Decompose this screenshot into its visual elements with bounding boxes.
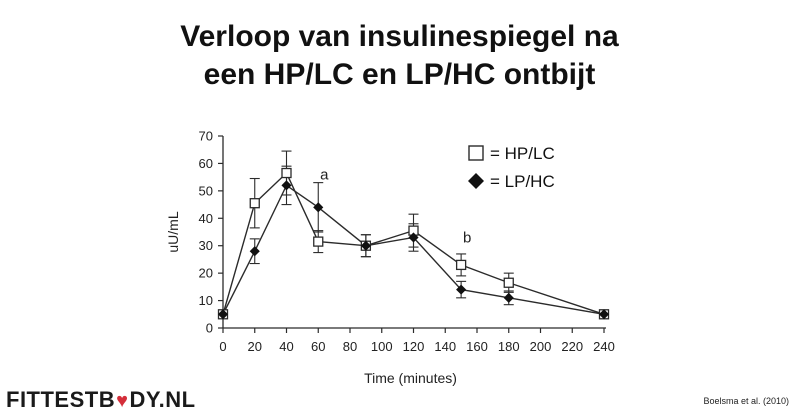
data-point-lphc <box>360 240 371 251</box>
data-point-lphc <box>456 284 467 295</box>
logo-text-2: DY <box>129 387 159 412</box>
x-tick-label: 40 <box>279 339 293 354</box>
x-tick-label: 220 <box>561 339 583 354</box>
y-tick-label: 30 <box>199 238 213 253</box>
x-tick-label: 200 <box>530 339 552 354</box>
y-tick-label: 50 <box>199 183 213 198</box>
x-tick-label: 60 <box>311 339 325 354</box>
data-point-lphc <box>598 309 610 320</box>
data-point-hplc <box>455 259 467 271</box>
x-tick-label: 100 <box>371 339 393 354</box>
data-point-hplc <box>281 167 292 179</box>
data-point-lphc <box>249 246 260 257</box>
y-tick-label: 40 <box>199 211 213 226</box>
x-tick-label: 80 <box>343 339 357 354</box>
x-tick-label: 140 <box>434 339 456 354</box>
data-point-hplc <box>503 277 514 288</box>
title-line-2: een HP/LC en LP/HC ontbijt <box>203 58 596 91</box>
page-title: Verloop van insulinespiegel na een HP/LC… <box>0 18 799 94</box>
y-tick-label: 70 <box>199 129 213 144</box>
data-point-lphc <box>503 292 514 303</box>
x-tick-label: 120 <box>403 339 425 354</box>
x-tick-label: 240 <box>593 339 615 354</box>
x-tick-label: 160 <box>466 339 488 354</box>
legend-marker-lphc <box>468 173 484 189</box>
y-axis-label: uU/mL <box>165 211 181 252</box>
data-point-lphc <box>408 232 419 243</box>
annotation-label: b <box>463 229 471 246</box>
title-line-1: Verloop van insulinespiegel na <box>180 20 619 53</box>
heart-icon: ♥ <box>116 390 129 412</box>
legend-marker-hplc <box>468 145 484 161</box>
x-tick-label: 20 <box>248 339 262 354</box>
y-tick-label: 20 <box>199 266 213 281</box>
x-tick-label: 0 <box>219 339 226 354</box>
data-point-hplc <box>249 198 260 209</box>
y-tick-label: 0 <box>206 321 213 336</box>
legend-label-hplc: = HP/LC <box>490 144 555 163</box>
data-point-lphc <box>281 180 292 191</box>
y-tick-label: 60 <box>199 156 213 171</box>
data-point-lphc <box>313 202 324 213</box>
x-axis-label: Time (minutes) <box>364 370 457 386</box>
y-tick-label: 10 <box>199 293 213 308</box>
source-credit: Boelsma et al. (2010) <box>703 396 789 406</box>
x-tick-label: 180 <box>498 339 520 354</box>
data-point-lphc <box>217 309 229 320</box>
logo-text-3: .NL <box>158 387 196 412</box>
logo-text-1: FITTESTB <box>6 387 116 412</box>
data-point-hplc <box>313 236 324 247</box>
annotation-label: a <box>320 166 329 183</box>
legend-label-lphc: = LP/HC <box>490 172 555 191</box>
brand-logo: FITTESTB♥DY.NL <box>6 388 196 413</box>
